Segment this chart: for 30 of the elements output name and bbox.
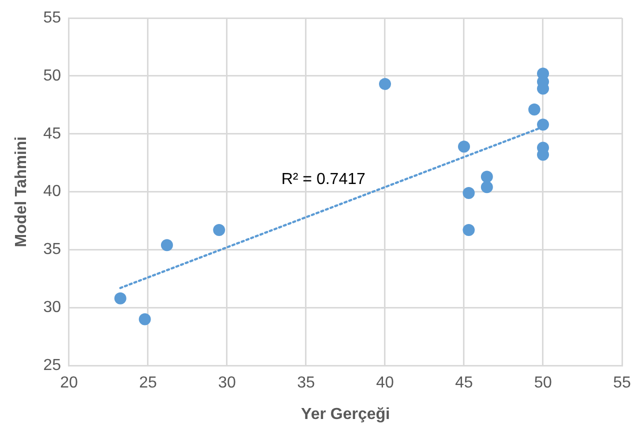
point bbox=[458, 140, 470, 153]
y-tick-label: 55 bbox=[43, 9, 62, 26]
y-tick-label: 35 bbox=[43, 241, 62, 258]
point bbox=[528, 104, 540, 116]
point bbox=[480, 181, 493, 194]
point bbox=[480, 170, 493, 183]
y-tick-label: 40 bbox=[43, 183, 62, 200]
x-tick-label: 55 bbox=[613, 374, 631, 392]
x-axis-title: Yer Gerçeği bbox=[301, 406, 390, 423]
point bbox=[138, 313, 151, 326]
point bbox=[537, 118, 549, 131]
point bbox=[213, 224, 226, 236]
x-tick-label: 40 bbox=[376, 374, 394, 392]
point bbox=[160, 239, 173, 252]
x-tick-label: 50 bbox=[534, 374, 552, 392]
y-tick-label: 45 bbox=[43, 125, 62, 142]
y-axis-title: Model Tahmini bbox=[13, 136, 30, 248]
x-tick-label: 25 bbox=[139, 374, 157, 392]
y-tick-label: 25 bbox=[43, 357, 62, 374]
point bbox=[462, 224, 475, 236]
y-tick-label: 30 bbox=[43, 299, 62, 316]
x-tick-label: 30 bbox=[218, 374, 236, 392]
x-tick-label: 45 bbox=[455, 374, 473, 392]
x-tick-label: 35 bbox=[297, 374, 315, 392]
y-tick-label: 50 bbox=[43, 67, 62, 84]
point bbox=[114, 292, 126, 304]
x-tick-label: 20 bbox=[60, 374, 78, 392]
annotation: R² = 0.7417 bbox=[281, 171, 366, 188]
point bbox=[379, 78, 391, 90]
point bbox=[462, 186, 475, 199]
